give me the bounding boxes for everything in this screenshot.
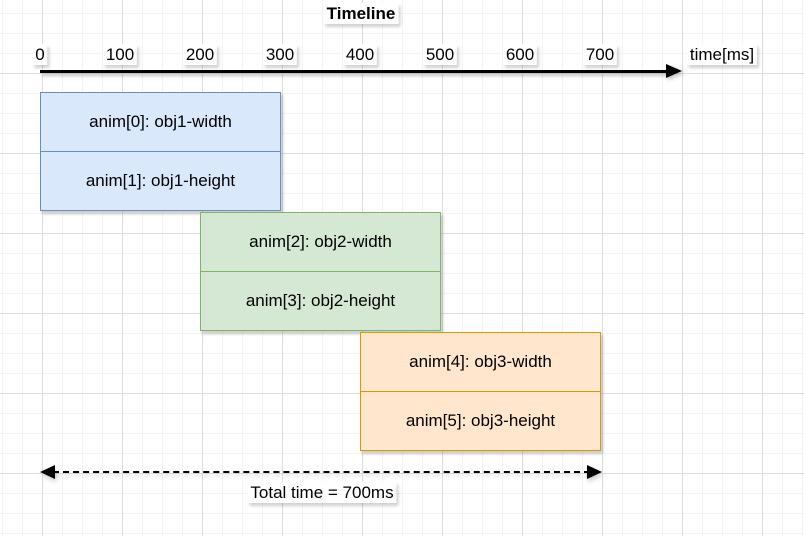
bar-anim-2[interactable]: anim[2]: obj2-width	[200, 212, 441, 272]
axis-tick-700: 700	[582, 44, 618, 65]
bar-anim-1[interactable]: anim[1]: obj1-height	[40, 151, 281, 211]
total-time-arrowhead-left-icon	[40, 465, 55, 479]
total-time-arrowhead-right-icon	[587, 465, 602, 479]
bar-anim-5-label: anim[5]: obj3-height	[405, 411, 556, 430]
bar-anim-5[interactable]: anim[5]: obj3-height	[360, 391, 601, 451]
total-time-dashed-line	[53, 471, 590, 473]
diagram-title: Timeline	[323, 3, 399, 24]
bar-anim-2-label: anim[2]: obj2-width	[249, 232, 392, 251]
track-obj2: anim[2]: obj2-width anim[3]: obj2-height	[200, 212, 441, 331]
bar-anim-1-label: anim[1]: obj1-height	[85, 171, 236, 190]
track-obj1: anim[0]: obj1-width anim[1]: obj1-height	[40, 92, 281, 211]
axis-tick-500: 500	[422, 44, 458, 65]
time-axis-line	[40, 70, 668, 73]
time-axis-arrowhead-icon	[666, 64, 682, 78]
total-time-label: Total time = 700ms	[247, 482, 397, 503]
bar-anim-0[interactable]: anim[0]: obj1-width	[40, 92, 281, 152]
bar-anim-3-label: anim[3]: obj2-height	[245, 291, 396, 310]
bar-anim-4-label: anim[4]: obj3-width	[409, 352, 552, 371]
axis-tick-600: 600	[502, 44, 538, 65]
track-obj3: anim[4]: obj3-width anim[5]: obj3-height	[360, 332, 601, 451]
bar-anim-3[interactable]: anim[3]: obj2-height	[200, 271, 441, 331]
axis-tick-300: 300	[262, 44, 298, 65]
bar-anim-0-label: anim[0]: obj1-width	[89, 112, 232, 131]
axis-tick-100: 100	[102, 44, 138, 65]
axis-tick-200: 200	[182, 44, 218, 65]
axis-tick-0: 0	[32, 44, 48, 65]
axis-unit-label: time[ms]	[686, 44, 758, 65]
bar-anim-4[interactable]: anim[4]: obj3-width	[360, 332, 601, 392]
axis-tick-400: 400	[342, 44, 378, 65]
